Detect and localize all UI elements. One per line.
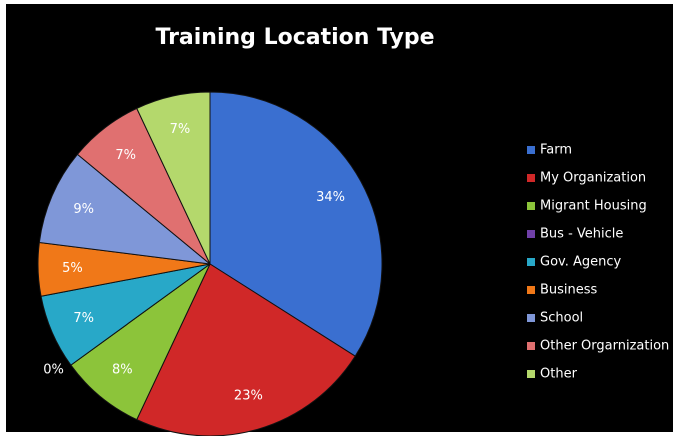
data-label: 7% <box>73 311 94 326</box>
legend-label: Migrant Housing <box>540 199 647 214</box>
pie-slice <box>209 91 383 357</box>
legend-swatch <box>527 146 535 154</box>
chart-title: Training Location Type <box>155 25 434 50</box>
legend-swatch <box>527 174 535 182</box>
data-label: 8% <box>112 363 133 378</box>
legend-label: Other <box>540 367 578 382</box>
legend-swatch <box>527 258 535 266</box>
legend-swatch <box>527 286 535 294</box>
data-label: 23% <box>234 389 263 404</box>
legend-swatch <box>527 314 535 322</box>
pie-slice <box>136 91 211 265</box>
data-label: 0% <box>43 363 64 378</box>
pie-slice <box>136 263 356 436</box>
legend-swatch <box>527 342 535 350</box>
legend-label: Other Orgarnization <box>540 339 669 354</box>
legend-swatch <box>527 202 535 210</box>
legend-label: School <box>540 311 583 326</box>
data-label: 34% <box>316 190 345 205</box>
data-label: 7% <box>115 148 136 163</box>
legend-swatch <box>527 230 535 238</box>
legend-swatch <box>527 370 535 378</box>
legend-label: Business <box>540 283 598 298</box>
legend-label: Gov. Agency <box>540 255 622 270</box>
pie-slice <box>38 153 212 265</box>
data-label: 7% <box>170 122 191 137</box>
data-label: 9% <box>73 202 94 217</box>
legend-label: Farm <box>540 143 572 158</box>
data-label: 5% <box>62 261 83 276</box>
legend-label: Bus - Vehicle <box>540 227 623 242</box>
legend-label: My Organization <box>540 171 646 186</box>
